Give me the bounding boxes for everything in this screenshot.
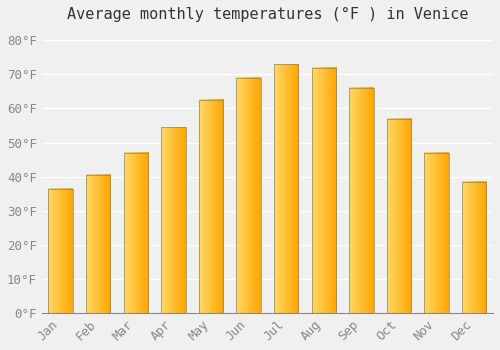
Title: Average monthly temperatures (°F ) in Venice: Average monthly temperatures (°F ) in Ve… bbox=[66, 7, 468, 22]
